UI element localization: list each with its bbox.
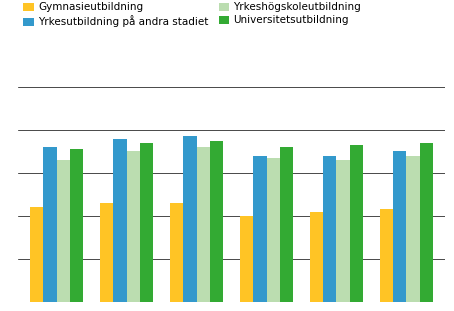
Bar	[57, 160, 70, 302]
Bar	[420, 143, 433, 302]
Bar	[183, 137, 197, 302]
Bar	[380, 209, 393, 302]
Bar	[240, 216, 253, 302]
Bar	[100, 203, 114, 302]
Bar	[114, 139, 127, 302]
Legend: Gymnasieutbildning, Yrkesutbildning på andra stadiet, Yrkeshögskoleutbildning, U: Gymnasieutbildning, Yrkesutbildning på a…	[23, 2, 361, 27]
Bar	[406, 156, 420, 302]
Bar	[336, 160, 350, 302]
Bar	[210, 141, 223, 302]
Bar	[253, 156, 266, 302]
Bar	[197, 147, 210, 302]
Bar	[350, 145, 363, 302]
Bar	[266, 158, 280, 302]
Bar	[127, 151, 140, 302]
Bar	[30, 207, 43, 302]
Bar	[170, 203, 183, 302]
Bar	[393, 151, 406, 302]
Bar	[280, 147, 293, 302]
Bar	[310, 211, 323, 302]
Bar	[43, 147, 57, 302]
Bar	[323, 156, 336, 302]
Bar	[140, 143, 153, 302]
Bar	[70, 149, 83, 302]
